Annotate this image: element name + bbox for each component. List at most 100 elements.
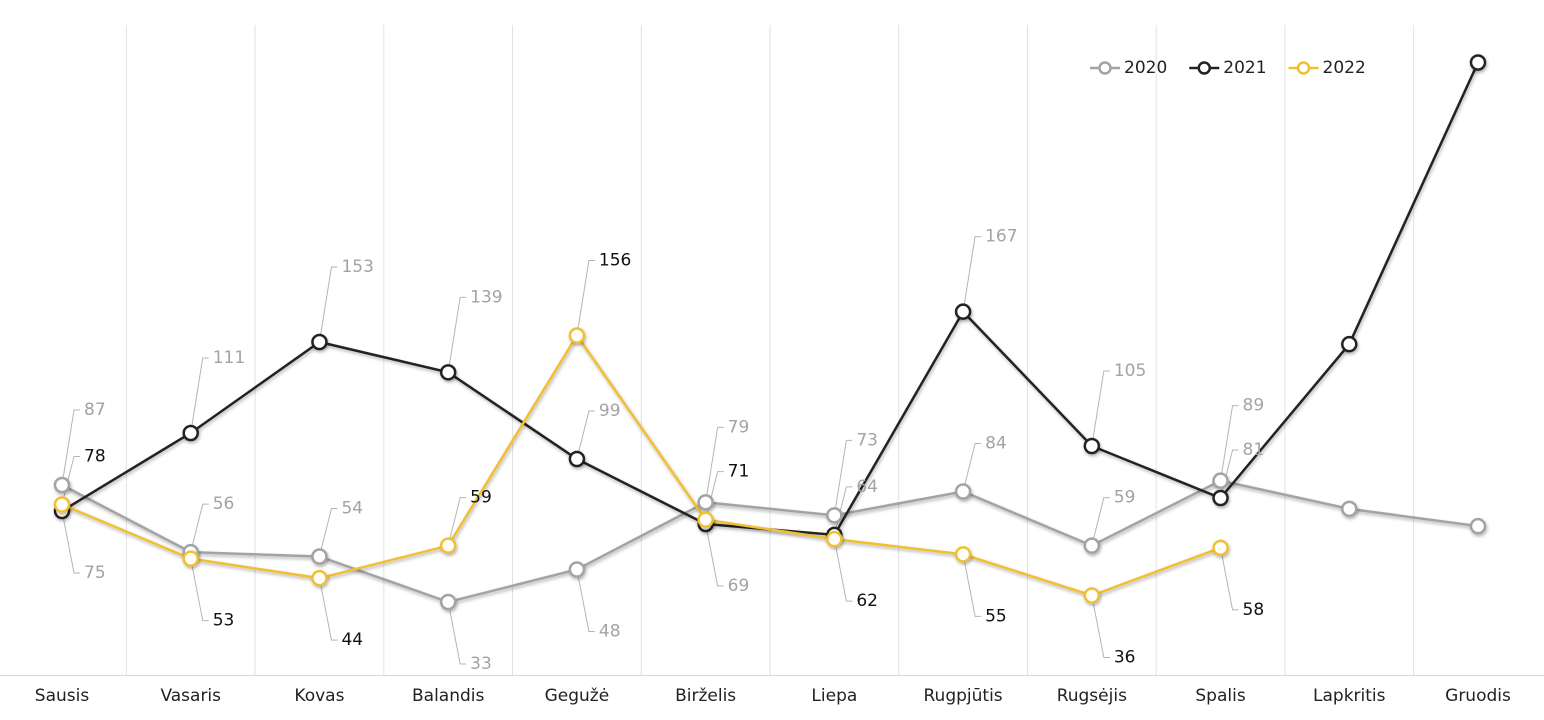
- x-tick-label: Rugpjūtis: [924, 686, 1003, 706]
- data-label: 53: [213, 611, 235, 631]
- series-line: [61, 479, 1479, 604]
- data-point: [1341, 335, 1358, 353]
- data-label: 69: [728, 576, 750, 596]
- data-point: [53, 476, 71, 494]
- label-leader: [61, 510, 80, 574]
- data-label: 78: [84, 447, 106, 467]
- data-label: 99: [599, 401, 621, 421]
- label-leader: [190, 558, 209, 622]
- data-label: 58: [1243, 600, 1265, 620]
- data-point: [1212, 472, 1229, 489]
- x-tick-label: Spalis: [1195, 686, 1245, 706]
- legend-marker: [1197, 61, 1212, 75]
- data-label: 79: [728, 417, 750, 437]
- label-leader: [1220, 405, 1239, 481]
- data-point: [1341, 500, 1358, 518]
- data-label: 59: [470, 488, 492, 508]
- x-tick-label: Sausis: [35, 686, 90, 706]
- series-line: [61, 333, 1221, 597]
- data-point: [568, 450, 586, 468]
- data-point: [1212, 489, 1229, 507]
- label-leader: [447, 296, 467, 373]
- label-leader: [962, 554, 982, 617]
- data-label: 156: [599, 251, 631, 271]
- label-leader: [447, 497, 467, 546]
- label-leader: [962, 236, 982, 312]
- data-point: [439, 593, 457, 611]
- data-label: 56: [213, 494, 235, 514]
- data-label: 33: [470, 654, 492, 674]
- label-leader: [833, 439, 853, 516]
- label-leader: [61, 409, 80, 486]
- legend-label: 2021: [1223, 58, 1266, 78]
- data-label: 55: [985, 606, 1007, 626]
- data-point: [1083, 537, 1101, 554]
- data-point: [439, 537, 457, 554]
- label-leader: [318, 578, 338, 641]
- data-point: [826, 530, 843, 548]
- data-point: [311, 569, 328, 587]
- data-point: [1083, 587, 1101, 604]
- x-tick-label: Rugsėjis: [1057, 686, 1127, 706]
- label-leader: [705, 426, 724, 503]
- data-point: [182, 550, 199, 567]
- data-label: 73: [856, 430, 878, 450]
- label-leader: [318, 266, 338, 343]
- label-leader: [1091, 497, 1110, 546]
- data-label: 105: [1114, 361, 1146, 381]
- x-tick-label: Gegužė: [545, 686, 610, 706]
- legend-label: 2022: [1323, 58, 1366, 78]
- data-label: 153: [341, 257, 373, 277]
- data-label: 44: [341, 630, 363, 650]
- legend-marker: [1098, 61, 1112, 75]
- label-leader: [1091, 595, 1110, 658]
- data-point: [826, 507, 843, 524]
- x-tick-label: Lapkritis: [1313, 686, 1386, 706]
- legend-label: 2020: [1124, 58, 1167, 78]
- data-point: [697, 511, 714, 528]
- data-label: 59: [1114, 488, 1136, 508]
- label-leader: [190, 357, 209, 434]
- data-label: 139: [470, 287, 502, 307]
- data-point: [439, 364, 457, 381]
- label-leader: [1091, 370, 1110, 447]
- data-point: [954, 483, 972, 500]
- label-leader: [318, 508, 338, 557]
- label-leader: [833, 539, 853, 602]
- label-leader: [962, 443, 982, 492]
- label-leader: [576, 569, 595, 632]
- data-label: 167: [985, 227, 1017, 247]
- x-tick-label: Liepa: [811, 686, 857, 706]
- legend-marker: [1296, 61, 1311, 75]
- data-label: 89: [1243, 396, 1265, 416]
- label-leader: [190, 503, 209, 553]
- data-label: 48: [599, 622, 621, 642]
- data-point: [1212, 539, 1229, 557]
- data-label: 64: [856, 477, 878, 497]
- data-label: 75: [84, 563, 106, 583]
- data-label: 54: [341, 499, 363, 519]
- data-label: 36: [1114, 648, 1136, 668]
- x-tick-label: Vasaris: [160, 686, 221, 706]
- label-leader: [705, 523, 724, 587]
- label-leader: [1220, 547, 1239, 611]
- data-point: [568, 327, 586, 344]
- x-tick-label: Balandis: [412, 686, 485, 706]
- data-point: [568, 561, 586, 578]
- x-tick-label: Kovas: [294, 686, 344, 706]
- data-label: 84: [985, 434, 1007, 454]
- data-point: [311, 548, 328, 565]
- data-point: [954, 303, 972, 320]
- data-point: [697, 494, 714, 511]
- x-tick-label: Birželis: [675, 686, 736, 706]
- label-leader: [447, 601, 467, 665]
- data-label: 111: [213, 348, 245, 368]
- data-label: 62: [856, 591, 878, 611]
- data-point: [954, 546, 972, 563]
- data-point: [1469, 517, 1487, 535]
- data-point: [311, 333, 328, 351]
- data-point: [1469, 54, 1487, 71]
- x-tick-label: Gruodis: [1445, 686, 1511, 706]
- data-point: [1083, 437, 1101, 455]
